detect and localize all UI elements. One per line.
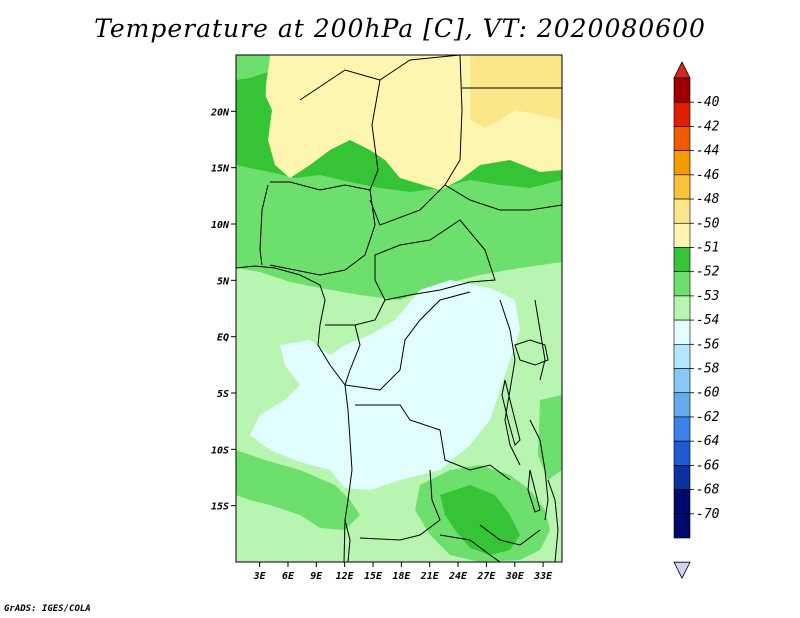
colorbar-label: -66 bbox=[696, 458, 720, 473]
border-nigeria-cameroon bbox=[269, 189, 376, 276]
coastline-lake-malawi bbox=[527, 469, 541, 513]
border-car bbox=[374, 219, 496, 301]
colorbar-swatch bbox=[673, 513, 691, 539]
colorbar-swatch bbox=[673, 489, 691, 515]
colorbar-swatch bbox=[673, 77, 691, 103]
lon-tick-label: 27E bbox=[476, 571, 496, 582]
border-east-lakes bbox=[499, 299, 521, 466]
lon-tick-label: 21E bbox=[420, 571, 440, 582]
coastline-lake-victoria bbox=[514, 339, 549, 366]
colorbar-swatch bbox=[673, 271, 691, 297]
colorbar-label: -50 bbox=[696, 216, 720, 231]
border-uganda-kenya bbox=[534, 299, 546, 381]
colorbar-swatch bbox=[673, 295, 691, 321]
colorbar-swatch bbox=[673, 222, 691, 248]
border-namibia bbox=[344, 519, 351, 562]
field-minus53-east-strip bbox=[538, 395, 562, 480]
colorbar-label: -58 bbox=[696, 362, 720, 377]
lon-tick-label: 30E bbox=[505, 571, 525, 582]
coastline-west-africa bbox=[236, 265, 353, 562]
field-minus52-south bbox=[440, 485, 520, 555]
chart-title: Temperature at 200hPa [C], VT: 202008060… bbox=[94, 14, 706, 43]
lon-tick-label: 15E bbox=[364, 571, 383, 582]
colorbar-under-arrow bbox=[673, 561, 691, 580]
lon-tick-label: 6E bbox=[282, 571, 295, 582]
colorbar-swatch bbox=[673, 126, 691, 151]
temperature-field bbox=[236, 55, 562, 562]
grads-credit: GrADS: IGES/COLA bbox=[4, 604, 91, 614]
colorbar-swatch bbox=[673, 344, 691, 369]
lon-tick-label: 12E bbox=[336, 571, 355, 582]
colorbar-label: -62 bbox=[696, 410, 720, 425]
border-tanzania bbox=[529, 419, 549, 521]
colorbar-label: -48 bbox=[696, 192, 720, 207]
colorbar-swatch bbox=[673, 416, 691, 442]
colorbar-label: -52 bbox=[696, 265, 720, 280]
colorbar-label: -64 bbox=[696, 434, 719, 449]
border-benin bbox=[259, 184, 269, 266]
colorbar-label: -46 bbox=[696, 168, 720, 183]
colorbar-label: -70 bbox=[696, 507, 720, 522]
colorbar-label: -44 bbox=[696, 144, 719, 159]
colorbar-label: -53 bbox=[696, 289, 719, 304]
border-zambia-zim bbox=[479, 524, 541, 546]
border-congo bbox=[344, 291, 471, 391]
colorbar-swatch bbox=[673, 440, 691, 466]
border-niger-chad bbox=[369, 55, 463, 226]
lon-tick-label: 33E bbox=[533, 571, 553, 582]
colorbar-over-arrow bbox=[673, 61, 691, 79]
border-mozambique bbox=[547, 479, 559, 562]
lat-tick-label: 10N bbox=[211, 220, 230, 231]
border-cameroon-gabon bbox=[325, 299, 386, 326]
colorbar-label: -60 bbox=[696, 386, 720, 401]
colorbar-label: -42 bbox=[696, 119, 720, 134]
field-minus52-patch-west bbox=[236, 88, 272, 160]
border-drc-angola bbox=[355, 404, 511, 481]
colorbar-label: -54 bbox=[696, 313, 719, 328]
lon-tick-label: 3E bbox=[253, 571, 267, 582]
border-nigeria-west bbox=[270, 181, 371, 191]
field-minus50-northeast bbox=[470, 55, 562, 128]
colorbar-swatch bbox=[673, 465, 691, 490]
lat-tick-label: 15N bbox=[211, 164, 230, 175]
lon-tick-label: 18E bbox=[392, 571, 411, 582]
lat-tick-label: 20N bbox=[210, 107, 230, 118]
border-angola-zambia bbox=[359, 469, 441, 541]
colorbar-label: -56 bbox=[696, 337, 720, 352]
lon-tick-label: 9E bbox=[310, 571, 323, 582]
field-minus53-southwest bbox=[236, 450, 360, 530]
colorbar-swatch bbox=[673, 101, 691, 127]
border-algeria-niger bbox=[299, 69, 381, 191]
colorbar-swatch bbox=[673, 174, 691, 200]
colorbar-swatch bbox=[673, 247, 691, 272]
lat-tick-label: 15S bbox=[211, 502, 229, 513]
colorbar-label: -68 bbox=[696, 483, 720, 498]
lat-tick-label: 10S bbox=[211, 445, 229, 456]
colorbar-swatch bbox=[673, 319, 691, 345]
lat-tick-label: 5S bbox=[217, 389, 229, 400]
border-sudan-ss bbox=[444, 184, 562, 211]
border-botswana bbox=[439, 534, 501, 562]
latitude-axis: 20N 15N 10N 5N EQ 5S 10S 15S bbox=[210, 107, 236, 513]
map-frame bbox=[235, 54, 563, 563]
longitude-axis: 3E 6E 9E 12E 15E 18E 21E 24E 27E 30E 33E bbox=[253, 562, 553, 582]
country-borders bbox=[236, 55, 562, 562]
colorbar-label: -40 bbox=[696, 95, 720, 110]
lat-tick-label: 5N bbox=[217, 276, 230, 287]
field-minus53-patch-nw bbox=[236, 55, 270, 80]
colorbar-swatch bbox=[673, 198, 691, 224]
coastline-lake-tanganyika bbox=[501, 379, 521, 446]
colorbar-swatch bbox=[673, 150, 691, 176]
colorbar-swatch bbox=[673, 368, 691, 394]
colorbar-swatch bbox=[673, 392, 691, 418]
colorbar-label: -51 bbox=[696, 240, 719, 255]
lat-tick-label: EQ bbox=[217, 333, 229, 344]
colorbar: -40 -42 -44 -46 -48 -50 -51 -52 -53 -54 -56 -58 -60 -… bbox=[673, 61, 720, 580]
lon-tick-label: 24E bbox=[448, 571, 468, 582]
